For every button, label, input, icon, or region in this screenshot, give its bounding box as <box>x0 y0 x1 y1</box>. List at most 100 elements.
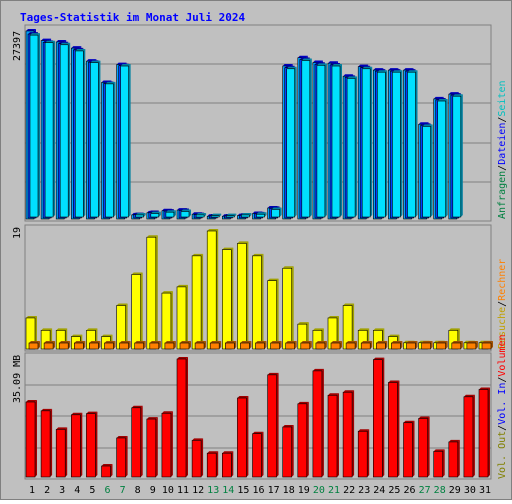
bar-besuche-day-18-side <box>291 266 294 349</box>
bar-besuche-day-9 <box>146 236 157 350</box>
bar-volumen-day-5-top <box>86 411 98 414</box>
bar-seiten-day-25-top <box>392 70 403 73</box>
bar-besuche-day-12-side <box>201 253 204 349</box>
bar-seiten-day-27-side <box>430 124 433 217</box>
bar-seiten-day-17-top <box>271 207 282 210</box>
x-tick-label-1: 1 <box>29 485 35 496</box>
bar-seiten-day-16-top <box>256 212 267 215</box>
bar-seiten-day-17-side <box>279 207 282 217</box>
bar-rechner-day-23-top <box>361 341 373 343</box>
bar-volumen-day-13 <box>206 452 217 478</box>
x-tick-label-8: 8 <box>135 485 141 496</box>
bar-seiten-day-7-top <box>120 64 131 67</box>
bar-volumen-day-29-side <box>457 439 460 477</box>
bar-rechner-day-1-side <box>38 341 40 349</box>
bar-seiten-day-14-top <box>226 213 237 216</box>
bar-rechner-day-27-top <box>421 341 433 343</box>
bar-besuche-day-4-top <box>71 334 83 337</box>
bar-besuche-day-14-top <box>222 247 234 250</box>
bar-seiten-day-18-side <box>294 66 297 217</box>
bar-seiten-day-26-side <box>415 70 418 218</box>
bar-volumen-day-7 <box>116 437 126 478</box>
bar-seiten-day-27-top <box>422 124 433 127</box>
bar-seiten-day-18 <box>286 68 296 218</box>
x-tick-label-13: 13 <box>207 485 219 496</box>
panel-mid: 19 Besuche/Rechner <box>12 224 508 352</box>
bar-seiten-day-21-side <box>340 64 342 217</box>
bar-volumen-day-24-side <box>382 357 385 477</box>
x-tick-label-22: 22 <box>343 485 355 496</box>
bar-seiten-day-13 <box>210 215 220 218</box>
bar-anfragen-day-1-top <box>26 29 36 31</box>
bar-rechner-day-15-side <box>249 341 252 349</box>
bar-seiten-day-4-top <box>75 48 86 51</box>
bar-besuche-day-21-top <box>328 315 339 318</box>
panel-top-legend: Anfragen/Dateien/Seiten <box>497 80 508 219</box>
x-tick-label-10: 10 <box>162 485 174 496</box>
bar-seiten-day-29 <box>452 95 462 218</box>
bar-volumen-day-14-top <box>222 451 234 454</box>
bar-besuche-day-29-top <box>448 328 460 331</box>
bar-besuche-day-23-top <box>358 328 370 331</box>
bar-besuche-day-11-side <box>186 284 188 349</box>
bar-rechner-day-13-top <box>210 341 222 343</box>
x-tick-label-26: 26 <box>403 485 415 496</box>
bar-rechner-day-7-side <box>128 341 131 349</box>
x-tick-label-18: 18 <box>283 485 295 496</box>
bar-seiten-day-1-top <box>30 33 40 36</box>
x-tick-label-19: 19 <box>298 485 310 496</box>
bar-besuche-day-12 <box>191 255 202 350</box>
bar-besuche-day-16-top <box>252 253 264 256</box>
x-tick-label-9: 9 <box>150 485 156 496</box>
bar-volumen-day-10-side <box>170 411 173 477</box>
bar-besuche-day-10 <box>161 292 172 350</box>
bar-seiten-day-26-top <box>407 70 418 73</box>
bar-rechner-day-18 <box>285 342 296 350</box>
bar-besuche-day-21-side <box>337 315 339 349</box>
bar-volumen-day-4 <box>71 414 81 478</box>
bar-rechner-day-7-top <box>119 341 131 343</box>
bar-volumen-day-14-side <box>231 451 234 477</box>
bar-seiten-day-6-top <box>105 81 116 84</box>
bar-rechner-day-6 <box>104 342 114 350</box>
bar-volumen-day-20-side <box>321 368 324 477</box>
bar-volumen-day-3-top <box>56 427 68 430</box>
bar-rechner-day-5-side <box>98 341 101 349</box>
bar-besuche-day-16-side <box>261 253 264 349</box>
bar-rechner-day-10-side <box>173 341 176 349</box>
bar-volumen-day-17-top <box>267 372 279 375</box>
bar-seiten-day-10-top <box>165 210 176 213</box>
bar-seiten-day-24 <box>376 71 386 218</box>
bar-rechner-day-4-top <box>74 341 86 343</box>
legend-mid-segment: / <box>497 301 508 307</box>
bar-seiten-day-11-side <box>189 209 191 217</box>
x-tick-label-20: 20 <box>313 485 325 496</box>
bar-volumen-day-19 <box>297 403 308 478</box>
bar-rechner-day-11-top <box>180 341 191 343</box>
bar-besuche-day-24-top <box>373 328 385 331</box>
bar-rechner-day-21 <box>330 342 341 350</box>
x-tick-label-5: 5 <box>89 485 95 496</box>
bar-volumen-day-1 <box>25 401 36 478</box>
x-tick-label-6: 6 <box>104 485 110 496</box>
bar-besuche-day-10-top <box>161 291 173 294</box>
panel-bot-max-label: 35.09 MB <box>12 355 23 403</box>
bar-seiten-day-28-top <box>437 99 448 102</box>
x-tick-label-4: 4 <box>74 485 80 496</box>
x-tick-label-15: 15 <box>237 485 249 496</box>
bar-volumen-day-18 <box>282 426 293 478</box>
bar-seiten-day-22 <box>346 78 356 218</box>
bar-volumen-day-9 <box>146 418 157 478</box>
bar-besuche-day-8-top <box>131 272 143 275</box>
bar-rechner-day-6-top <box>104 341 116 343</box>
bar-volumen-day-16-side <box>261 431 264 477</box>
bar-rechner-day-20-side <box>324 341 327 349</box>
bar-seiten-day-1-side <box>38 33 40 217</box>
bar-rechner-day-2-side <box>53 341 56 349</box>
bar-rechner-day-16-top <box>255 341 267 343</box>
bar-rechner-day-4-side <box>83 341 86 349</box>
bar-besuche-day-6-top <box>101 334 113 337</box>
bar-volumen-day-21-side <box>337 393 339 477</box>
x-tick-label-16: 16 <box>252 485 264 496</box>
bar-volumen-day-15-side <box>246 396 249 477</box>
